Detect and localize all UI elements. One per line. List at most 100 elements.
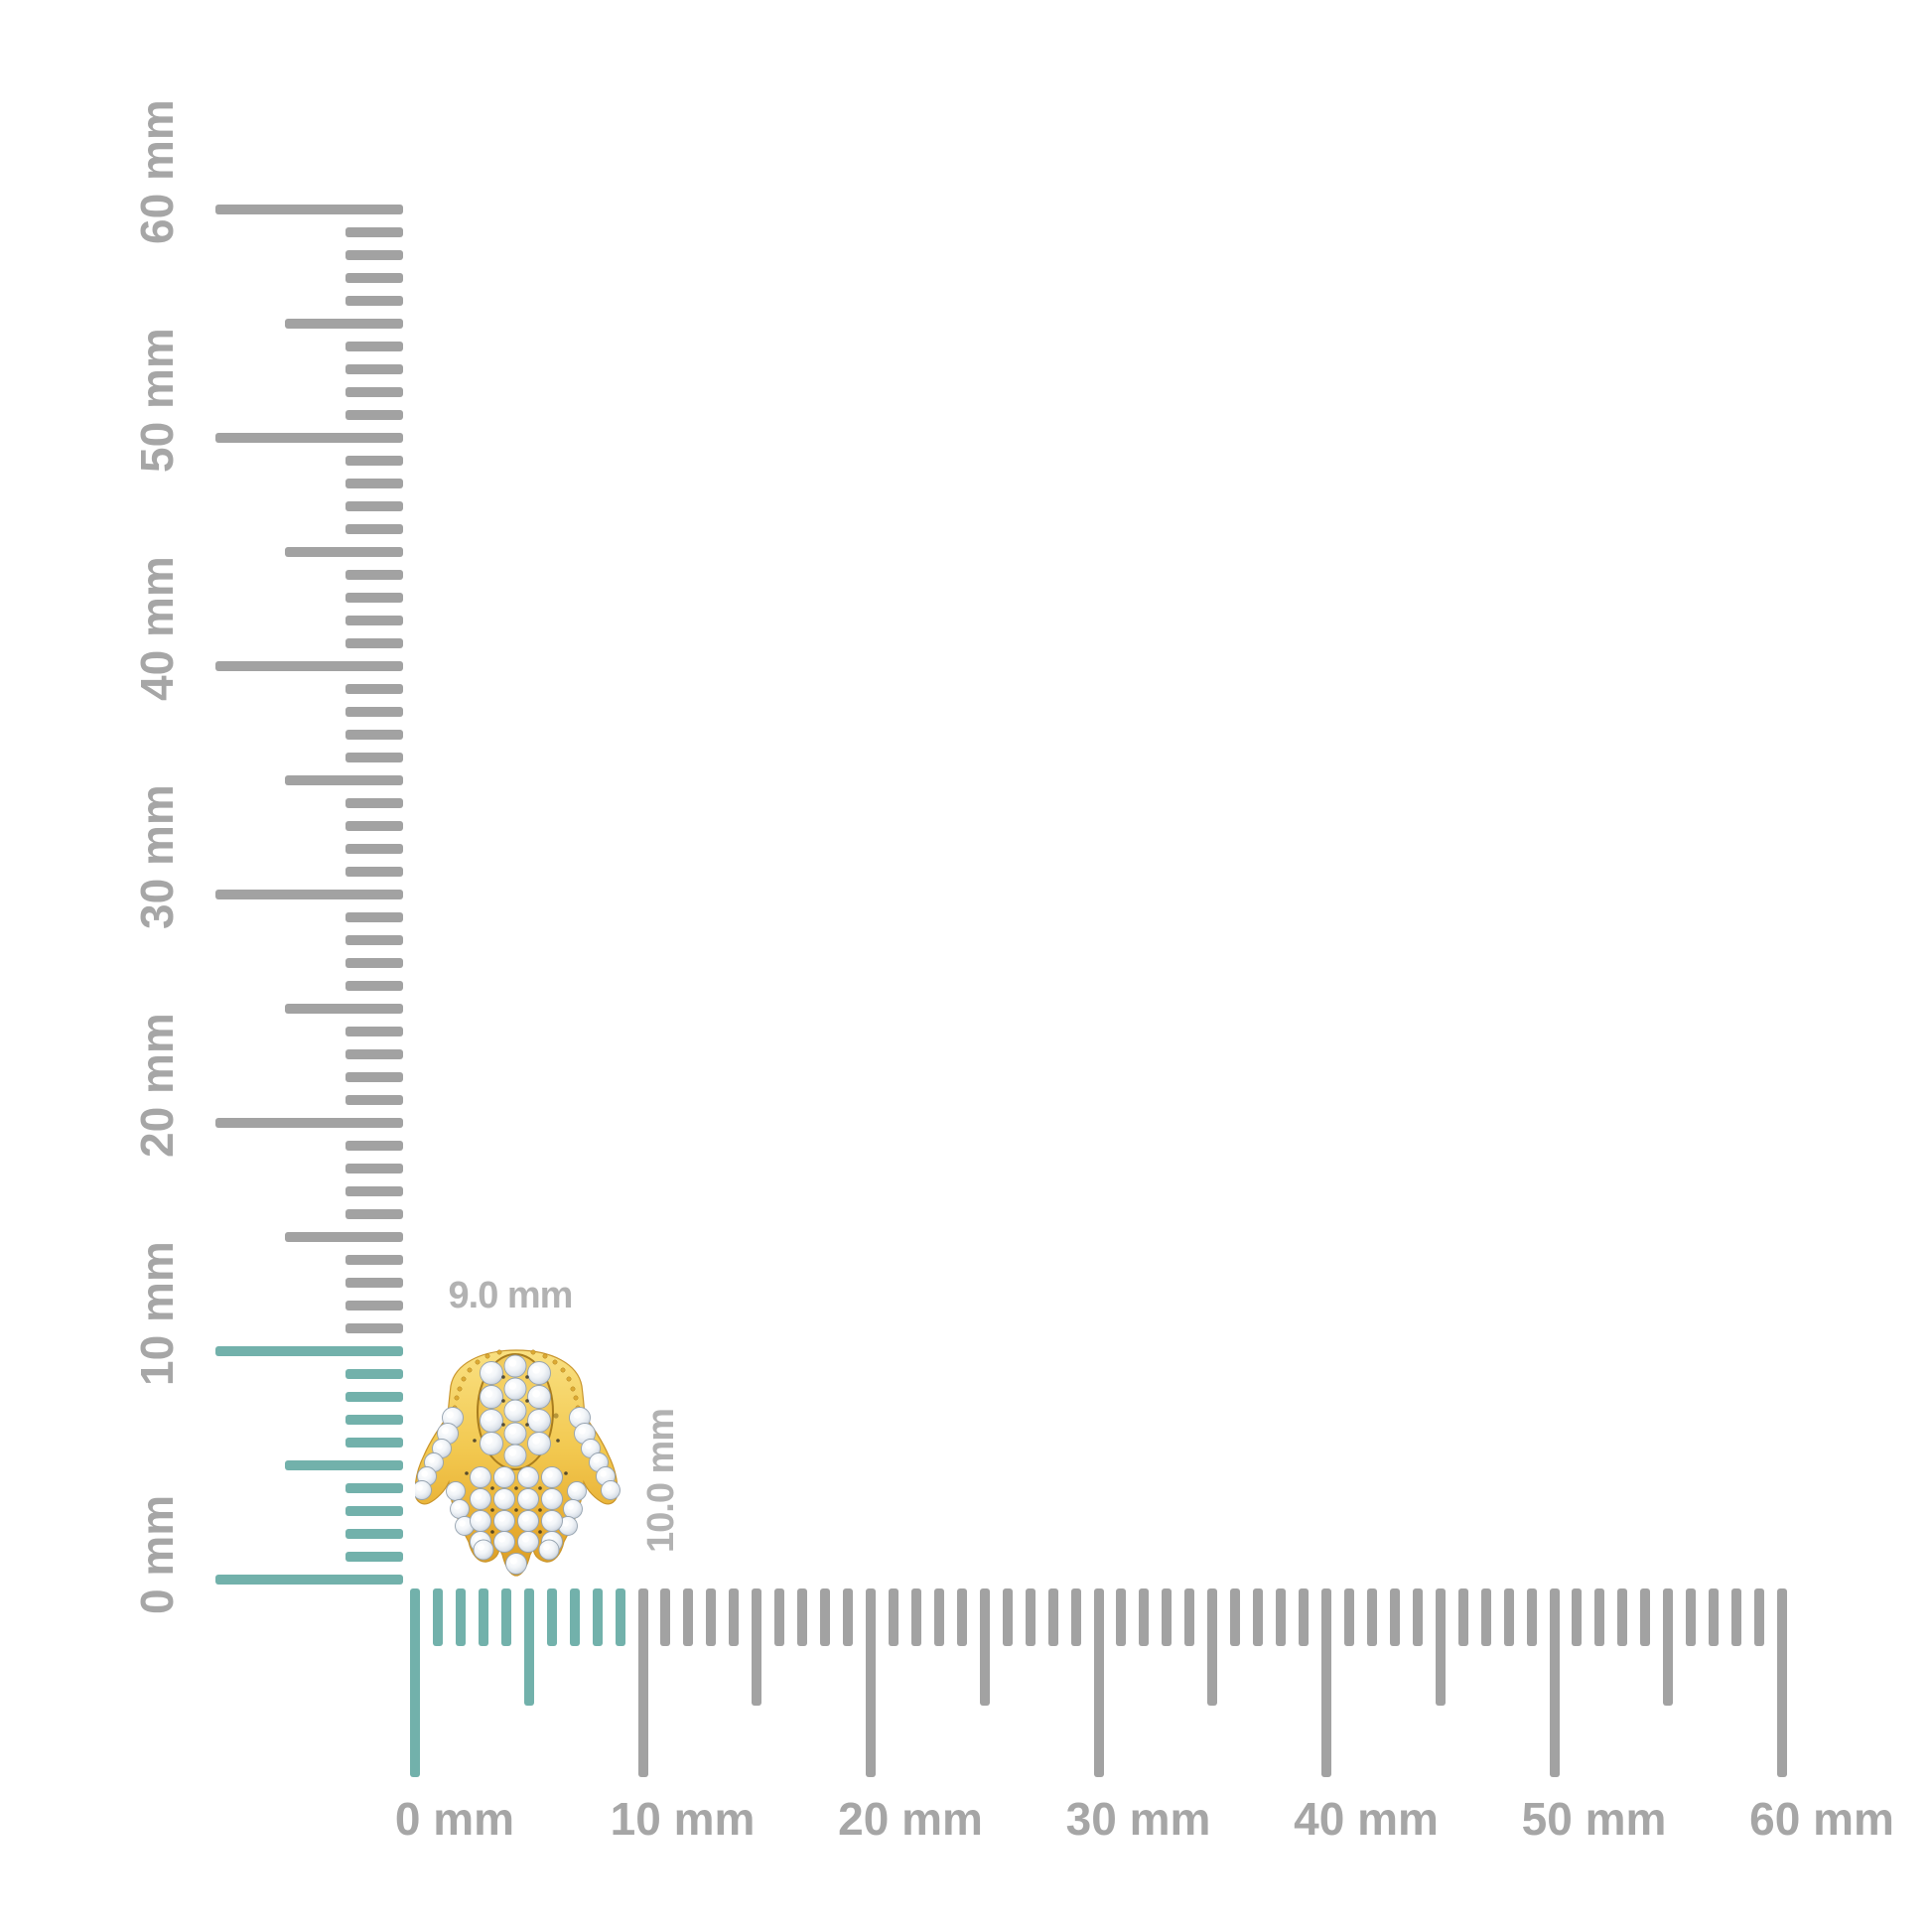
pave-shadow-dot xyxy=(538,1530,542,1534)
h-tick-21mm-minor xyxy=(888,1588,898,1646)
h-tick-11mm-minor xyxy=(660,1588,671,1646)
v-tick-7mm-minor xyxy=(345,1415,403,1425)
gold-bead xyxy=(457,1386,463,1392)
h-tick-12mm-minor xyxy=(683,1588,694,1646)
v-tick-41mm-minor xyxy=(345,638,403,648)
v-tick-51mm-minor xyxy=(345,410,403,420)
h-tick-47mm-minor xyxy=(1480,1588,1491,1646)
milgrain-beads xyxy=(452,1349,581,1411)
h-tick-14mm-minor xyxy=(729,1588,740,1646)
diamond-sparkle xyxy=(474,1514,482,1522)
h-tick-46mm-minor xyxy=(1457,1588,1468,1646)
pave-shadow-dot xyxy=(556,1439,560,1443)
hamsa-earring-image xyxy=(415,1349,621,1577)
h-tick-15mm-medium xyxy=(752,1588,762,1706)
gold-bead xyxy=(496,1349,502,1355)
h-tick-29mm-minor xyxy=(1070,1588,1081,1646)
h-tick-27mm-minor xyxy=(1025,1588,1035,1646)
diamond-stone xyxy=(541,1510,563,1532)
diamond-sparkle xyxy=(497,1514,505,1522)
pave-shadow-dot xyxy=(538,1486,542,1490)
h-tick-1mm-minor xyxy=(432,1588,443,1646)
diamond-stone xyxy=(505,1553,527,1575)
v-tick-25mm-medium xyxy=(285,1004,403,1014)
h-ruler-label-50mm: 50 mm xyxy=(1521,1793,1667,1845)
diamond-stone xyxy=(493,1466,515,1488)
diamond-stone xyxy=(480,1385,503,1409)
v-tick-16mm-minor xyxy=(345,1209,403,1219)
pave-shadow-dot xyxy=(473,1439,477,1443)
diamond-sparkle xyxy=(573,1411,581,1419)
v-tick-37mm-minor xyxy=(345,730,403,740)
diamond-sparkle xyxy=(454,1503,461,1510)
diamond-sparkle xyxy=(593,1456,600,1463)
v-tick-9mm-minor xyxy=(345,1369,403,1379)
diamond-sparkle xyxy=(578,1427,586,1435)
gold-bead xyxy=(560,1367,566,1373)
diamond-sparkle xyxy=(571,1485,578,1492)
pave-shadow-dot xyxy=(501,1399,505,1403)
diamond-sparkle xyxy=(497,1535,505,1543)
diamond-stone xyxy=(503,1354,527,1378)
diamond-stone xyxy=(480,1361,503,1385)
diamond-sparkle xyxy=(509,1557,517,1565)
v-tick-4mm-minor xyxy=(345,1483,403,1493)
v-tick-15mm-medium xyxy=(285,1232,403,1242)
diamond-sparkle xyxy=(508,1382,516,1390)
diamond-sparkle xyxy=(478,1543,484,1551)
diamond-stone xyxy=(503,1422,527,1446)
h-tick-60mm-major xyxy=(1777,1588,1787,1777)
diamond-sparkle xyxy=(585,1443,592,1449)
v-tick-17mm-minor xyxy=(345,1186,403,1196)
h-tick-7mm-minor xyxy=(569,1588,580,1646)
v-tick-10mm-major xyxy=(215,1346,403,1356)
diamond-stone xyxy=(503,1377,527,1401)
diamond-sparkle xyxy=(543,1543,550,1551)
h-tick-25mm-medium xyxy=(979,1588,990,1706)
h-ruler-label-40mm: 40 mm xyxy=(1294,1793,1439,1845)
diamond-sparkle xyxy=(521,1514,529,1522)
v-tick-8mm-minor xyxy=(345,1392,403,1402)
diamond-sparkle xyxy=(436,1443,443,1449)
h-tick-59mm-minor xyxy=(1754,1588,1765,1646)
gold-bead xyxy=(530,1349,536,1355)
diamond-sparkle xyxy=(428,1456,435,1463)
h-tick-24mm-minor xyxy=(956,1588,967,1646)
v-tick-52mm-minor xyxy=(345,387,403,397)
v-tick-21mm-minor xyxy=(345,1095,403,1105)
v-ruler-label-10mm: 10 mm xyxy=(131,1241,183,1386)
diamond-stone xyxy=(517,1488,539,1510)
v-tick-39mm-minor xyxy=(345,684,403,694)
h-tick-55mm-medium xyxy=(1663,1588,1674,1706)
h-ruler-label-20mm: 20 mm xyxy=(838,1793,983,1845)
h-tick-26mm-minor xyxy=(1002,1588,1013,1646)
h-tick-20mm-major xyxy=(866,1588,876,1777)
diamond-sparkle xyxy=(605,1484,612,1491)
h-tick-13mm-minor xyxy=(706,1588,717,1646)
v-tick-22mm-minor xyxy=(345,1072,403,1082)
diamond-stone xyxy=(567,1481,587,1501)
pave-shadow-dot xyxy=(490,1508,494,1512)
diamond-sparkle xyxy=(600,1470,607,1477)
diamond-stone xyxy=(527,1361,551,1385)
diamond-stone xyxy=(480,1409,503,1433)
diamond-stone xyxy=(527,1409,551,1433)
diamond-sparkle xyxy=(562,1520,569,1527)
h-tick-49mm-minor xyxy=(1526,1588,1537,1646)
h-tick-58mm-minor xyxy=(1731,1588,1742,1646)
h-tick-4mm-minor xyxy=(500,1588,511,1646)
shadow-specks xyxy=(465,1375,568,1534)
h-tick-44mm-minor xyxy=(1412,1588,1423,1646)
h-tick-35mm-medium xyxy=(1207,1588,1218,1706)
v-tick-45mm-medium xyxy=(285,547,403,557)
v-tick-3mm-minor xyxy=(345,1506,403,1516)
h-tick-54mm-minor xyxy=(1640,1588,1651,1646)
diamond-stone xyxy=(527,1432,551,1455)
v-tick-38mm-minor xyxy=(345,707,403,717)
pave-shadow-dot xyxy=(490,1486,494,1490)
diamond-sparkle xyxy=(545,1514,553,1522)
h-tick-2mm-minor xyxy=(455,1588,466,1646)
diamond-sparkle xyxy=(545,1470,553,1478)
h-tick-16mm-minor xyxy=(774,1588,785,1646)
v-tick-31mm-minor xyxy=(345,867,403,877)
